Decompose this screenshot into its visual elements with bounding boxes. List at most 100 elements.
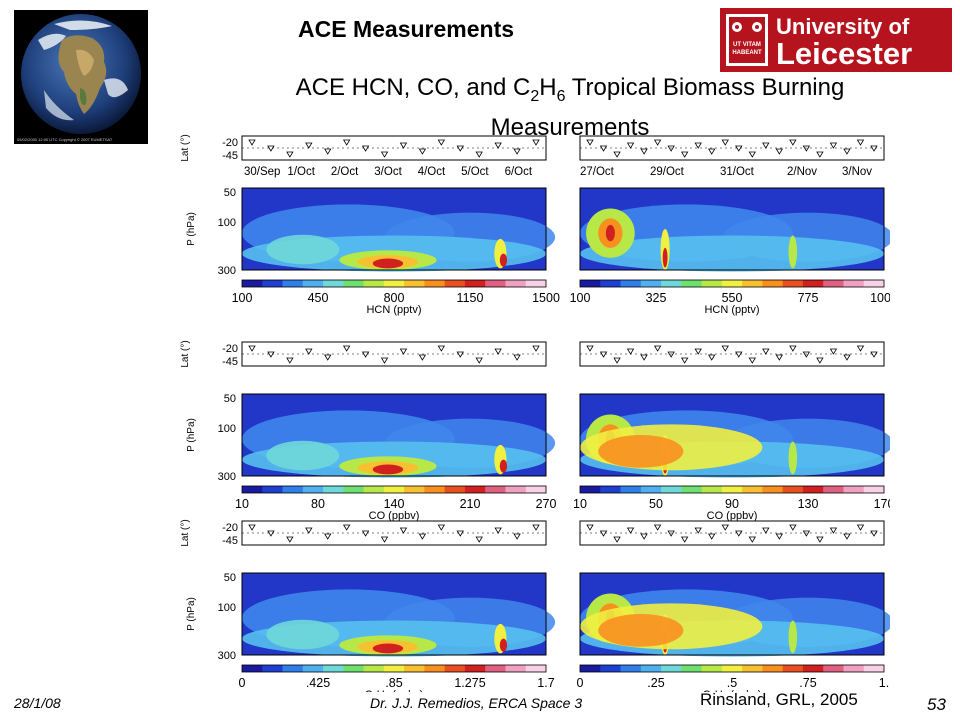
date-tick: 2/Oct — [331, 166, 359, 178]
logo-text-university: University of — [776, 14, 910, 39]
colorbar-segment — [525, 486, 547, 493]
colorbar-frame — [579, 485, 885, 494]
measurement-marker-icon — [708, 148, 716, 155]
colorbar-segment — [262, 665, 284, 672]
colorbar-segment — [681, 486, 703, 493]
page-number: 53 — [927, 695, 946, 714]
measurement-marker-icon — [843, 148, 851, 155]
colorbar-segment — [505, 486, 527, 493]
contour-blob — [499, 638, 508, 652]
colorbar-segment — [802, 486, 824, 493]
measurement-marker-icon — [816, 357, 824, 364]
colorbar-segment — [640, 280, 662, 287]
measurement-marker-icon — [856, 524, 865, 531]
measurement-marker-icon — [667, 145, 675, 152]
date-tick: 1/Oct — [287, 166, 315, 178]
measurement-marker-icon — [380, 151, 389, 158]
lat-tick: -45 — [222, 356, 238, 368]
colorbar-segment — [661, 280, 682, 287]
colorbar-segment — [600, 280, 622, 287]
measurement-marker-icon — [748, 357, 756, 364]
measurement-marker-icon — [613, 151, 621, 158]
measurement-marker-icon — [667, 351, 675, 358]
contour-blob — [499, 459, 508, 473]
colorbar-tick: 1.275 — [454, 676, 485, 690]
measurement-marker-icon — [494, 348, 502, 355]
colorbar-segment — [242, 486, 263, 493]
measurement-marker-icon — [748, 536, 756, 543]
colorbar-segment — [863, 280, 885, 287]
measurement-marker-icon — [680, 357, 689, 364]
contour-blob — [662, 247, 668, 268]
contour-blob — [372, 643, 404, 654]
colorbar-frame — [241, 664, 547, 673]
lat-tick: -20 — [222, 522, 238, 534]
colorbar-segment — [302, 486, 324, 493]
measurement-marker-icon — [456, 530, 464, 537]
measurement-marker-icon — [694, 348, 702, 355]
colorbar-segment — [701, 486, 723, 493]
colorbar-segment — [782, 280, 804, 287]
measurement-marker-icon — [418, 354, 427, 361]
colorbar-tick: 50 — [649, 497, 663, 511]
colorbar-tick: 1500 — [532, 291, 560, 305]
colorbar-tick: 10 — [573, 497, 587, 511]
colorbar-segment — [262, 486, 284, 493]
date-tick: 30/Sep — [244, 166, 280, 178]
colorbar-segment — [242, 280, 263, 287]
colorbar-tick: 1. — [879, 676, 889, 690]
colorbar-tick: 1000 — [870, 291, 890, 305]
colorbar-segment — [485, 280, 506, 287]
contour-blob — [372, 464, 404, 475]
colorbar-frame — [579, 664, 885, 673]
colorbar-segment — [640, 665, 662, 672]
measurement-marker-icon — [532, 524, 540, 531]
colorbar-frame — [241, 485, 547, 494]
colorbar-segment — [404, 280, 425, 287]
contour-blob — [580, 235, 884, 272]
measurement-marker-icon — [437, 524, 446, 531]
measurement-marker-icon — [456, 351, 464, 358]
date-tick: 3/Oct — [374, 166, 402, 178]
colorbar-tick: 210 — [460, 497, 481, 511]
measurement-marker-icon — [626, 527, 635, 534]
footer-date: 28/1/08 — [14, 695, 61, 711]
measurement-marker-icon — [640, 148, 648, 155]
colorbar-segment — [343, 665, 365, 672]
colorbar-tick: 1.7 — [537, 676, 554, 690]
measurement-marker-icon — [399, 527, 408, 534]
pressure-axis-label: P (hPa) — [186, 212, 197, 246]
colorbar-segment — [485, 486, 506, 493]
colorbar-segment — [343, 280, 365, 287]
lat-axis-label: Lat (°) — [180, 134, 191, 161]
measurement-marker-icon — [640, 533, 648, 540]
colorbar-unit-label: HCN (pptv) — [704, 304, 759, 316]
measurement-marker-icon — [437, 345, 446, 352]
measurement-marker-icon — [532, 345, 540, 352]
measurement-marker-icon — [267, 530, 275, 537]
colorbar-segment — [404, 665, 425, 672]
measurement-marker-icon — [599, 351, 608, 358]
colorbar-segment — [424, 486, 446, 493]
pressure-tick: 100 — [218, 423, 236, 435]
measurement-marker-icon — [708, 354, 716, 361]
earth-globe-image: 05/02/2000 12:00 UTC Copyright © 2007 EU… — [14, 10, 148, 144]
colorbar-segment — [802, 665, 824, 672]
measurement-marker-icon — [532, 139, 540, 146]
measurement-marker-icon — [267, 145, 275, 152]
measurement-marker-icon — [829, 142, 838, 149]
colorbar-segment — [701, 280, 723, 287]
colorbar-segment — [282, 280, 304, 287]
measurement-marker-icon — [762, 142, 770, 149]
colorbar-segment — [843, 665, 865, 672]
contour-blob — [266, 234, 340, 265]
contour-panel-frame — [579, 187, 885, 271]
colorbar-segment — [701, 665, 723, 672]
measurement-marker-icon — [586, 524, 594, 531]
colorbar-segment — [485, 665, 506, 672]
pressure-tick: 50 — [224, 187, 236, 199]
colorbar-segment — [525, 665, 547, 672]
colorbar-tick: 0 — [239, 676, 246, 690]
measurement-marker-icon — [789, 345, 797, 352]
colorbar-segment — [863, 486, 885, 493]
